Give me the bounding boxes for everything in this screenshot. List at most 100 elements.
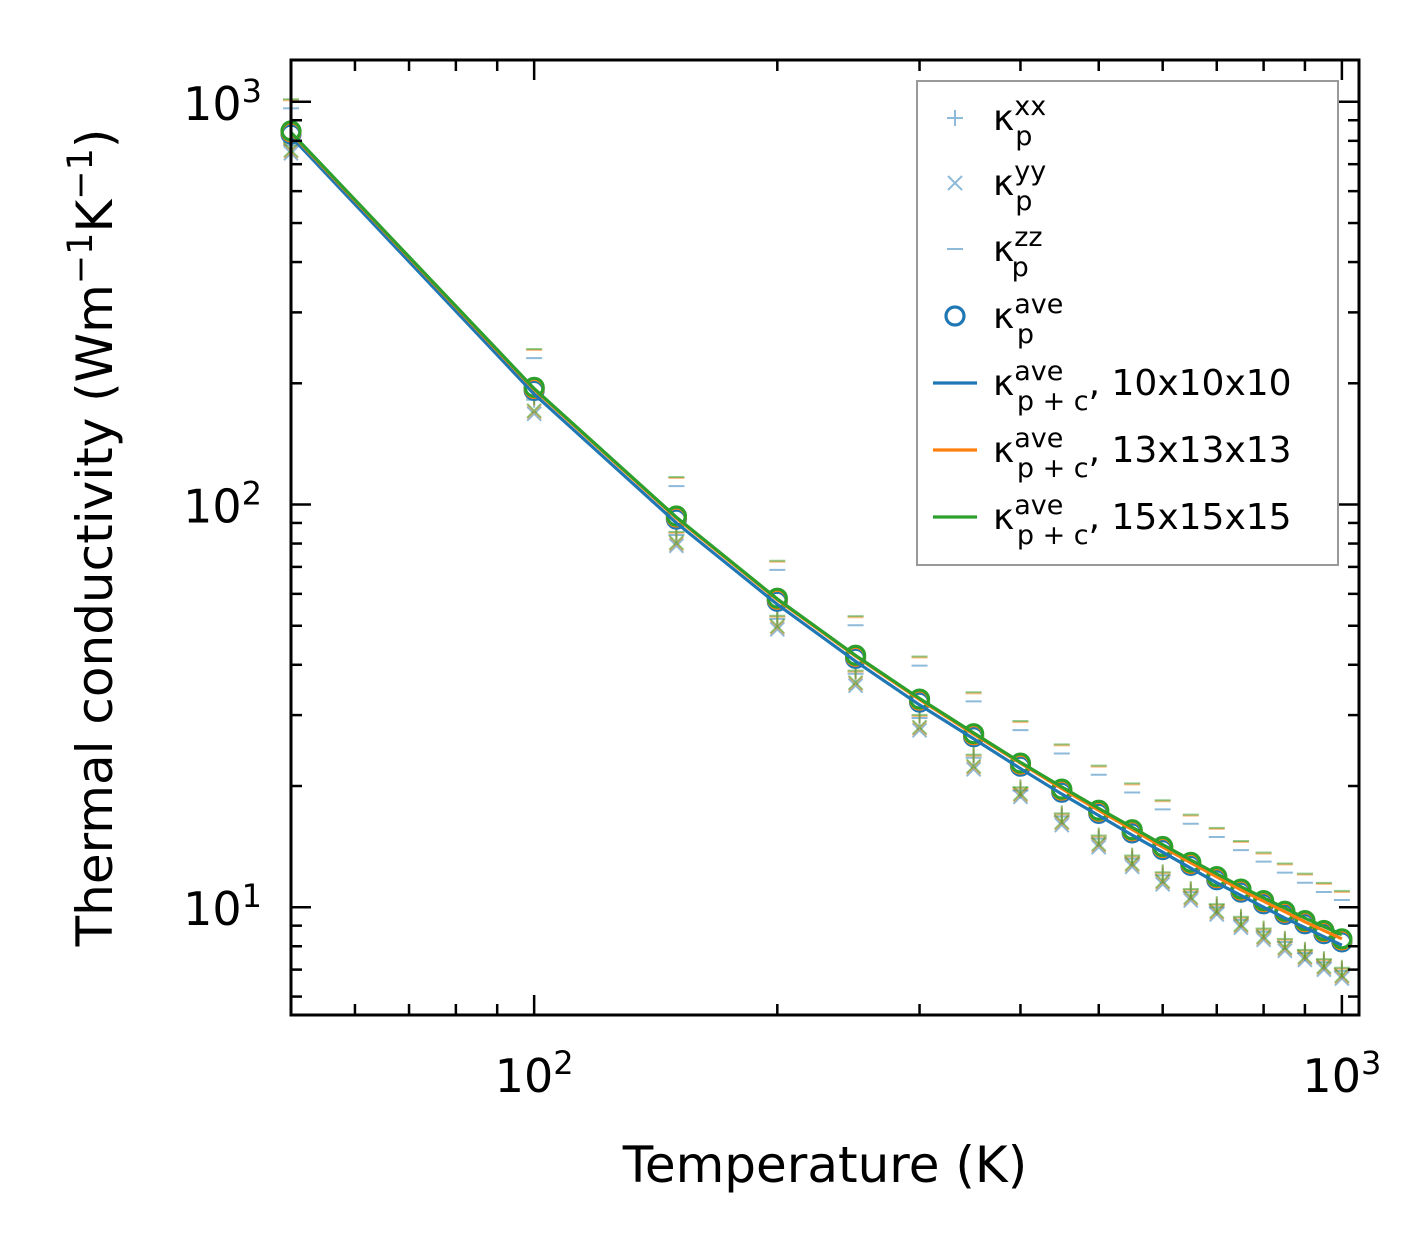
legend-mesh-size: , 10x10x10 bbox=[1089, 363, 1292, 404]
y-tick-exp: 1 bbox=[242, 877, 262, 915]
legend-entry: κxx p bbox=[947, 91, 1046, 152]
legend-mesh-size: , 15x15x15 bbox=[1089, 497, 1292, 538]
legend-cross-swatch bbox=[947, 175, 963, 191]
legend-entry: κave p bbox=[944, 289, 1063, 350]
kyy-marker bbox=[1209, 906, 1225, 923]
legend-entry: κave p + c, 15x15x15 bbox=[933, 490, 1292, 551]
legend-kappa: κ bbox=[993, 363, 1014, 404]
legend-sup: yy bbox=[1014, 156, 1046, 187]
legend-sup: xx bbox=[1014, 91, 1046, 122]
kxx-marker bbox=[965, 746, 982, 763]
kyy-marker bbox=[1154, 873, 1171, 889]
kyy-marker bbox=[1091, 839, 1107, 855]
kxx-marker bbox=[1182, 881, 1199, 898]
legend-sup: ave bbox=[1014, 423, 1063, 454]
kxx-marker bbox=[1053, 805, 1070, 822]
legend-sub: p bbox=[1017, 319, 1034, 350]
kxx-marker bbox=[1232, 908, 1249, 925]
legend-label: κave p bbox=[993, 289, 1063, 350]
legend-box bbox=[916, 80, 1339, 566]
kyy-marker bbox=[1091, 836, 1107, 852]
x-tick-label: 103 bbox=[1302, 1044, 1381, 1103]
kxx-marker bbox=[1208, 896, 1225, 913]
legend-kappa: κ bbox=[993, 163, 1014, 204]
y-axis-label: Thermal conductivity (Wm−1K−1) bbox=[61, 129, 124, 948]
x-axis-label: Temperature (K) bbox=[622, 1136, 1027, 1194]
kyy-marker bbox=[526, 406, 542, 422]
legend-sub: p + c bbox=[1017, 520, 1089, 551]
kyy-marker bbox=[847, 677, 864, 694]
y-label-suffix: ) bbox=[66, 129, 124, 149]
series-line-15x15x15 bbox=[289, 131, 1343, 937]
y-tick-base: 10 bbox=[183, 882, 242, 936]
kxx-marker bbox=[1333, 959, 1350, 976]
kyy-marker bbox=[1297, 952, 1313, 968]
legend-entry: κave p + c, 10x10x10 bbox=[933, 356, 1292, 417]
kyy-marker bbox=[1233, 916, 1249, 933]
kxx-marker bbox=[1090, 827, 1107, 844]
kyy-marker bbox=[1334, 967, 1350, 984]
y-tick-label: 101 bbox=[183, 877, 262, 936]
kyy-marker bbox=[668, 538, 685, 554]
y-tick-label: 102 bbox=[183, 475, 262, 534]
kyy-marker bbox=[769, 618, 786, 634]
kyy-marker bbox=[1012, 789, 1029, 805]
y-label-sup2: −1 bbox=[61, 148, 101, 200]
kyy-marker bbox=[1124, 855, 1140, 872]
kyy-marker bbox=[1209, 903, 1225, 919]
legend-kappa: κ bbox=[993, 229, 1014, 270]
kyy-marker bbox=[526, 402, 542, 419]
kyy-marker bbox=[1255, 932, 1272, 948]
legend-label: κxx p bbox=[993, 91, 1046, 152]
legend-label: κave p + c, 13x13x13 bbox=[993, 423, 1292, 484]
legend-label: κave p + c, 15x15x15 bbox=[993, 490, 1292, 551]
x-tick-exp: 2 bbox=[553, 1044, 573, 1082]
y-tick-label: 103 bbox=[183, 72, 262, 131]
series-line-10x10x10 bbox=[289, 135, 1343, 947]
y-tick-exp: 3 bbox=[242, 72, 262, 110]
plot-marks bbox=[280, 98, 1353, 987]
legend-entry: κzz p bbox=[947, 222, 1043, 283]
legend-sub: p + c bbox=[1017, 386, 1089, 417]
legend-kappa: κ bbox=[993, 98, 1014, 139]
legend-sub: p bbox=[1015, 121, 1032, 152]
kyy-marker bbox=[965, 761, 982, 778]
legend-sup: zz bbox=[1014, 222, 1042, 253]
kyy-marker bbox=[1183, 892, 1199, 909]
kxx-marker bbox=[1124, 847, 1141, 864]
legend-label: κyy p bbox=[993, 156, 1046, 217]
kyy-marker bbox=[1255, 928, 1272, 945]
x-tick-base: 10 bbox=[1302, 1049, 1361, 1103]
kyy-marker bbox=[1316, 961, 1332, 978]
kyy-marker bbox=[1334, 970, 1350, 987]
y-label-mid: K bbox=[66, 199, 124, 233]
legend-entry: κave p + c, 13x13x13 bbox=[933, 423, 1292, 484]
kyy-marker bbox=[965, 758, 982, 774]
kyy-marker bbox=[769, 621, 786, 637]
kyy-marker bbox=[668, 534, 685, 551]
kyy-marker bbox=[1054, 817, 1070, 833]
kyy-marker bbox=[1054, 814, 1070, 830]
y-tick-base: 10 bbox=[183, 77, 242, 131]
kyy-marker bbox=[911, 719, 928, 735]
y-tick-exp: 2 bbox=[242, 475, 262, 513]
legend-label: κzz p bbox=[993, 222, 1043, 283]
kyy-marker bbox=[1277, 942, 1293, 959]
plot-frame bbox=[289, 58, 1361, 1017]
legend-plus-swatch bbox=[947, 110, 963, 126]
kave-marker bbox=[1331, 928, 1353, 950]
x-tick-base: 10 bbox=[495, 1049, 554, 1103]
legend-sub: p + c bbox=[1017, 453, 1089, 484]
legend-label: κave p + c, 10x10x10 bbox=[993, 356, 1292, 417]
kyy-marker bbox=[1233, 919, 1249, 936]
kxx-marker bbox=[1315, 951, 1332, 968]
kyy-marker bbox=[1154, 876, 1171, 893]
kyy-marker bbox=[1012, 785, 1029, 802]
kave-marker bbox=[523, 376, 545, 398]
legend-circle-swatch bbox=[944, 305, 966, 327]
kyy-marker bbox=[1277, 939, 1293, 956]
y-tick-base: 10 bbox=[183, 480, 242, 534]
legend-sub: p bbox=[1012, 252, 1029, 283]
